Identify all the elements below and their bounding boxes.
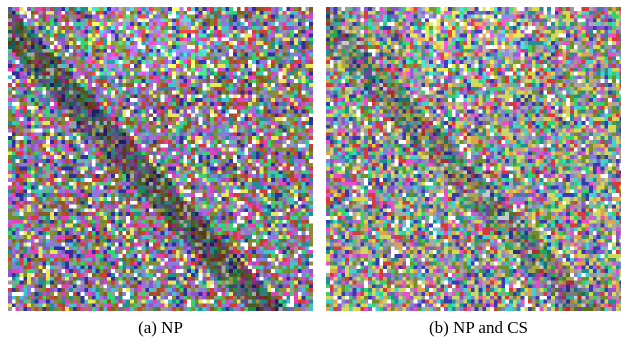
caption-np-and-cs: (b) NP and CS [428, 318, 528, 337]
noise-image-np-canvas [8, 7, 313, 311]
caption-np: (a) NP [138, 318, 183, 337]
noise-image-np [8, 7, 313, 311]
noise-image-np-and-cs [326, 7, 621, 311]
noise-image-np-and-cs-canvas [326, 7, 621, 311]
